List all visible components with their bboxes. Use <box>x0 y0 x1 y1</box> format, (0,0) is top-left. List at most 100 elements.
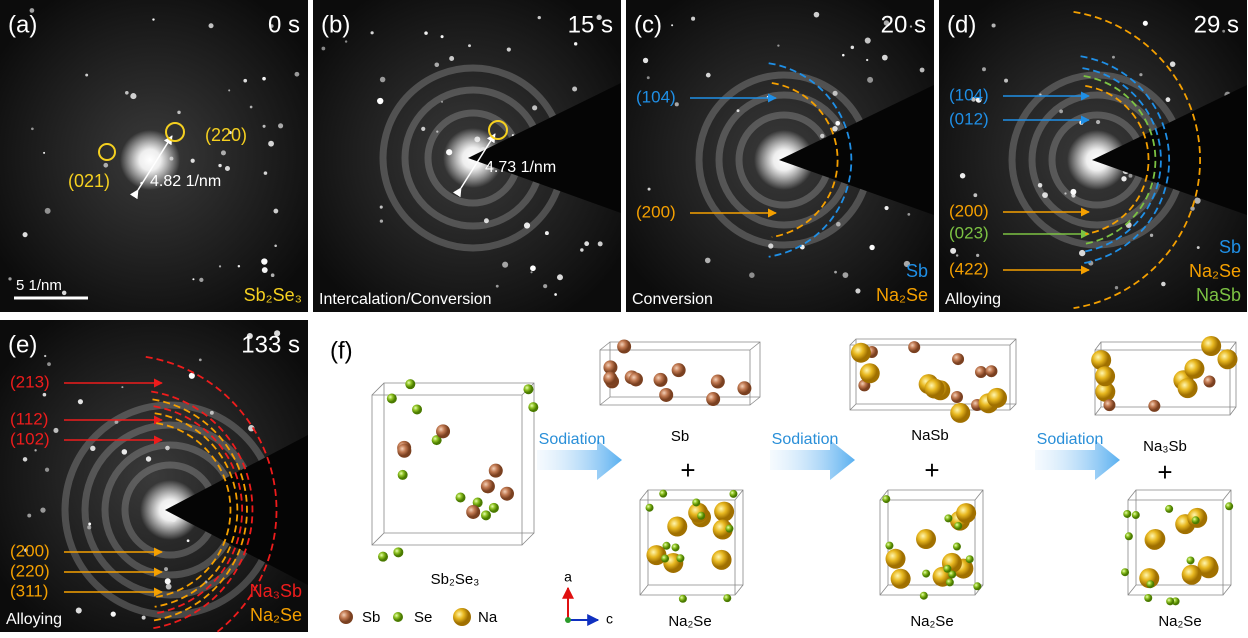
diffraction-spot <box>441 101 443 103</box>
diffraction-spot <box>851 46 854 49</box>
diffraction-spot <box>115 420 119 424</box>
arrow-label: Sodiation <box>539 431 606 448</box>
atom <box>663 542 671 550</box>
diffraction-spot <box>47 362 51 366</box>
diffraction-spot <box>219 265 221 267</box>
atom <box>603 371 617 385</box>
diffraction-spot <box>643 58 648 63</box>
diffraction-spot <box>524 222 530 228</box>
diffraction-spot <box>1079 250 1085 256</box>
atom <box>1184 359 1204 379</box>
atom <box>975 366 987 378</box>
diffraction-spot <box>749 272 755 278</box>
diffraction-spot <box>507 47 511 51</box>
plane-label: (112) <box>10 409 48 428</box>
diffraction-spot <box>1166 97 1171 102</box>
atom <box>692 498 700 506</box>
diffraction-spot <box>1139 73 1142 76</box>
diffraction-spot <box>1004 79 1008 83</box>
diffraction-spot <box>1128 174 1132 178</box>
diffraction-spot <box>737 109 740 112</box>
diffraction-spot <box>1194 197 1200 203</box>
diffraction-spot <box>199 358 202 361</box>
diffraction-spot <box>271 273 275 277</box>
time-label: 15 s <box>568 11 613 38</box>
arrow-label: Sodiation <box>1037 431 1104 448</box>
diffraction-spot <box>103 163 108 168</box>
atom <box>397 444 411 458</box>
diffraction-spot <box>496 285 499 288</box>
diffraction-spot <box>53 428 58 433</box>
diffraction-spot <box>44 355 46 357</box>
diffraction-spot <box>705 258 711 264</box>
diffraction-spot <box>122 449 128 455</box>
atom <box>500 487 514 501</box>
diffraction-spot <box>192 278 194 280</box>
atom <box>456 493 466 503</box>
diffraction-spot <box>191 159 195 163</box>
phase-label: Sb₂Se₃ <box>244 285 302 305</box>
diffraction-spot <box>371 31 374 34</box>
diffraction-spot <box>78 399 83 404</box>
atom <box>667 517 687 537</box>
diffraction-spot <box>322 47 326 51</box>
process-label: Alloying <box>945 291 1001 308</box>
panel-label: (e) <box>8 331 37 358</box>
diffraction-spot <box>836 222 841 227</box>
atom <box>672 543 680 551</box>
atom <box>706 392 720 406</box>
diffraction-spot <box>449 56 454 61</box>
diffraction-spot <box>814 12 820 18</box>
diffraction-spot <box>502 262 508 268</box>
diffraction-spot <box>1070 189 1076 195</box>
diffraction-spot <box>843 272 849 278</box>
structure-label: Na₂Se <box>668 613 711 630</box>
diffraction-spot <box>43 152 45 154</box>
diffraction-spot <box>43 393 47 397</box>
process-label: Conversion <box>632 291 713 308</box>
atom <box>1203 376 1215 388</box>
plane-label: (104) <box>949 85 989 104</box>
atom <box>711 375 725 389</box>
diffraction-panel: (e)133 sAlloying(213)(112)(102)(200)(220… <box>0 320 308 633</box>
plane-label: (220) <box>205 125 247 145</box>
diffraction-spot <box>866 59 868 61</box>
diffraction-spot <box>580 248 583 251</box>
atom <box>1121 568 1129 576</box>
atom <box>489 464 503 478</box>
atom <box>1095 366 1115 386</box>
panel-label: (b) <box>321 11 350 38</box>
diffraction-spot <box>263 125 266 128</box>
atom <box>951 391 963 403</box>
atom <box>943 565 951 573</box>
atom <box>1146 580 1154 588</box>
diffraction-spot <box>1042 192 1048 198</box>
panel-label: (f) <box>330 337 353 364</box>
distance-label: 4.82 1/nm <box>150 173 221 190</box>
diffraction-spot <box>1143 21 1148 26</box>
atom <box>1182 565 1202 585</box>
diffraction-spot <box>377 98 383 104</box>
atom <box>714 502 734 522</box>
diffraction-spot <box>835 121 840 126</box>
atom <box>412 404 422 414</box>
structure-label: NaSb <box>911 427 949 444</box>
atom <box>1166 597 1174 605</box>
diffraction-spot <box>1064 192 1066 194</box>
atom <box>985 365 997 377</box>
diffraction-spot <box>8 277 11 280</box>
diffraction-spot <box>907 213 910 216</box>
diffraction-spot <box>264 171 268 175</box>
diffraction-spot <box>1112 56 1115 59</box>
atom <box>617 340 631 354</box>
distance-label: 4.73 1/nm <box>485 159 556 176</box>
diffraction-spot <box>598 241 603 246</box>
diffraction-spot <box>992 23 996 27</box>
time-label: 133 s <box>241 331 300 358</box>
atom <box>654 373 668 387</box>
diffraction-spot <box>130 93 136 99</box>
unit-cell <box>372 383 534 545</box>
diffraction-spot <box>210 411 214 415</box>
atom <box>697 512 705 520</box>
